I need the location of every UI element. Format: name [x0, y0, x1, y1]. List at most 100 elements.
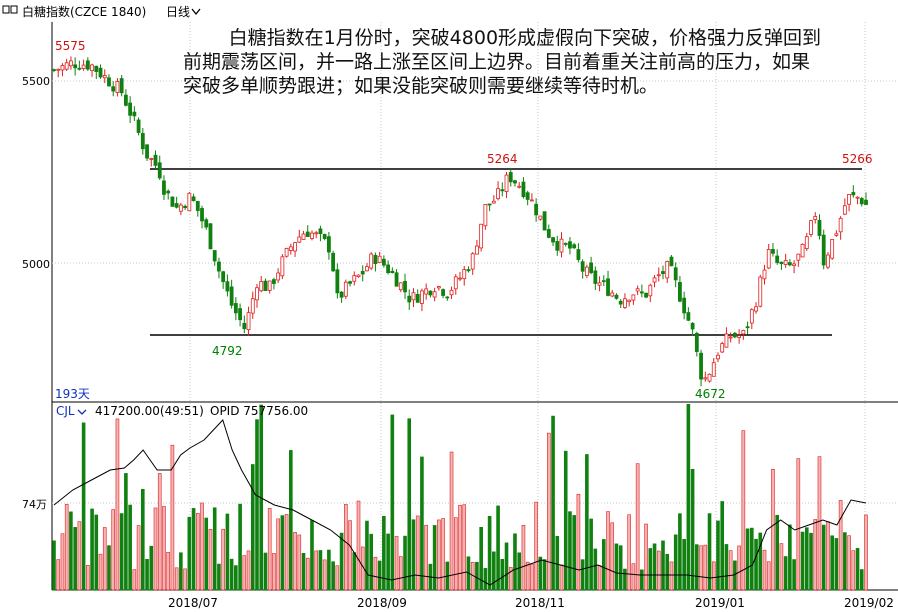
volume-bar: [162, 506, 166, 591]
volume-bar: [119, 513, 124, 591]
volume-bar: [585, 454, 589, 591]
volume-bar: [90, 508, 94, 591]
volume-bar: [166, 552, 170, 591]
candle: [381, 258, 386, 266]
volume-bar: [640, 569, 644, 591]
volume-bar: [255, 419, 259, 591]
candle: [720, 343, 725, 353]
volume-bar: [141, 488, 145, 591]
volume-bar: [711, 561, 716, 591]
candle: [263, 280, 268, 291]
candle: [208, 223, 213, 250]
candle: [322, 233, 327, 239]
candle: [466, 269, 471, 272]
candle: [56, 68, 61, 71]
volume-bar: [386, 533, 390, 591]
opid-line: [53, 419, 867, 586]
volume-bar: [225, 513, 230, 591]
candle: [305, 231, 310, 237]
volume-bar: [737, 545, 741, 591]
candle: [153, 154, 158, 166]
volume-bar: [335, 565, 340, 591]
volume-bar: [775, 514, 779, 591]
candle: [69, 60, 73, 67]
candle: [407, 295, 412, 303]
indicator-selector[interactable]: CJL: [56, 404, 87, 418]
indicator-label[interactable]: CJL: [56, 404, 75, 418]
candle: [644, 292, 648, 298]
volume-bar: [525, 561, 530, 591]
volume-bar: [212, 507, 217, 591]
candle: [178, 204, 183, 212]
volume-bar: [745, 528, 750, 591]
candle: [787, 262, 792, 266]
candle: [85, 60, 90, 70]
candle: [745, 326, 750, 329]
volume-bar: [221, 528, 225, 591]
volume-bar: [124, 473, 128, 591]
candle: [297, 236, 302, 243]
chevron-down-icon[interactable]: [77, 409, 87, 415]
volume-value: 417200.00(49:51): [95, 404, 204, 418]
candle: [64, 62, 69, 70]
candle: [369, 253, 374, 269]
candle: [656, 274, 661, 277]
volume-bar: [263, 552, 268, 591]
period-label[interactable]: 日线: [166, 5, 190, 19]
candle: [792, 263, 797, 267]
volume-bar: [344, 504, 348, 591]
volume-bar: [720, 501, 725, 591]
volume-bar: [593, 548, 598, 591]
candle: [487, 203, 492, 206]
candle: [356, 274, 361, 278]
volume-bar: [86, 564, 90, 591]
volume-bar: [766, 561, 771, 591]
volume-bar: [804, 527, 809, 591]
volume-bar: [415, 515, 420, 591]
volume-bar: [830, 535, 834, 591]
volume-bar: [246, 550, 251, 591]
volume-bar: [382, 515, 386, 591]
candle: [314, 232, 319, 235]
volume-bar: [521, 524, 526, 591]
volume-bar: [813, 519, 818, 591]
candle: [771, 249, 775, 254]
volume-bar: [424, 524, 428, 591]
candle: [331, 252, 336, 272]
volume-bar: [115, 418, 120, 591]
volume-bar: [432, 525, 437, 591]
candle: [107, 77, 111, 87]
candle: [500, 189, 505, 192]
candle: [140, 133, 145, 150]
volume-bar: [517, 552, 522, 591]
period-selector[interactable]: 日线: [166, 5, 201, 19]
volume-bar: [475, 561, 479, 591]
volume-bar: [783, 556, 788, 591]
volume-bar: [652, 543, 657, 591]
candle: [724, 333, 729, 348]
volume-bar: [149, 545, 154, 591]
candle: [360, 270, 365, 275]
candle: [458, 277, 462, 280]
price-label-high-end: 5266: [842, 152, 873, 166]
candle: [690, 322, 695, 330]
chevron-down-icon[interactable]: [191, 8, 201, 16]
volume-bar: [437, 519, 441, 591]
candle: [238, 308, 242, 321]
candle: [462, 269, 467, 280]
candle: [195, 201, 200, 211]
candle: [373, 254, 378, 265]
candle: [94, 65, 99, 72]
candle: [610, 292, 615, 297]
candle: [534, 203, 539, 216]
candle: [352, 275, 357, 282]
candle: [428, 290, 433, 296]
volume-bar: [627, 514, 631, 591]
candle: [420, 290, 424, 304]
volume-bar: [796, 458, 801, 591]
candle: [491, 200, 496, 204]
x-tick-label: 2018/09: [357, 596, 407, 610]
volume-bar: [809, 532, 813, 591]
candle: [445, 296, 450, 299]
